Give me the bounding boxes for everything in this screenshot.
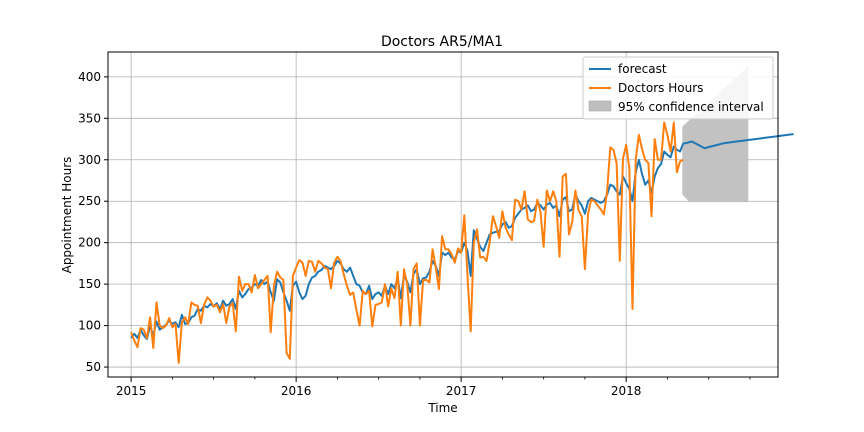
x-tick-label: 2015 (116, 384, 147, 398)
x-tick-label: 2017 (446, 384, 477, 398)
plot-frame (107, 51, 779, 378)
chart-title: Doctors AR5/MA1 (381, 34, 503, 50)
y-axis-ticks: 50 100 150 200 250 300 350 400 (78, 70, 108, 374)
series-observed-line (130, 121, 684, 364)
legend-forecast-label: forecast (618, 62, 667, 76)
y-tick-label: 50 (86, 360, 101, 374)
legend: forecast Doctors Hours 95% confidence in… (582, 56, 774, 120)
legend-observed-label: Doctors Hours (618, 81, 703, 95)
series-lines (130, 121, 794, 364)
y-tick-label: 100 (78, 319, 101, 333)
y-axis-label: Appointment Hours (60, 157, 74, 274)
x-tick-label: 2016 (281, 384, 312, 398)
y-tick-label: 250 (78, 194, 101, 208)
y-tick-label: 350 (78, 111, 101, 125)
legend-ci-label: 95% confidence interval (618, 100, 764, 114)
series-forecast-extension-line (683, 133, 794, 150)
x-tick-label: 2018 (611, 384, 642, 398)
y-tick-label: 200 (78, 236, 101, 250)
legend-box (582, 56, 774, 120)
y-tick-label: 300 (78, 153, 101, 167)
x-axis-ticks: 2015 2016 2017 2018 (116, 377, 751, 398)
x-axis-label: Time (427, 401, 457, 415)
y-tick-label: 150 (78, 277, 101, 291)
y-tick-label: 400 (78, 70, 101, 84)
legend-ci-swatch (588, 100, 612, 112)
grid-lines (108, 52, 778, 377)
